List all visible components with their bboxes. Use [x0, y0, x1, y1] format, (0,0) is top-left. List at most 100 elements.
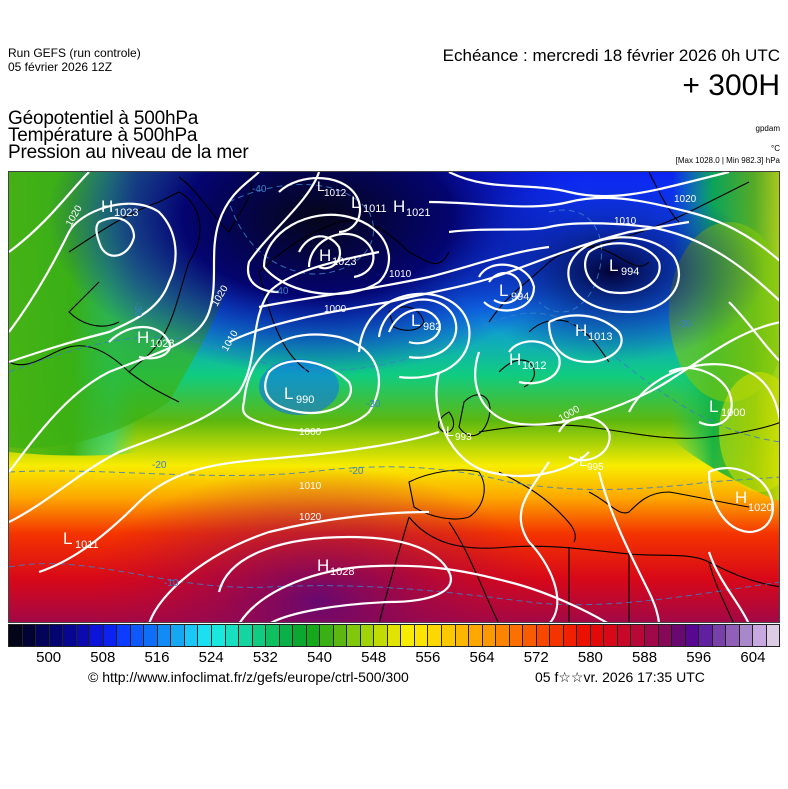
title-pressure: Pression au niveau de la mer	[8, 142, 249, 163]
map-titles: Géopotentiel à 500hPa Température à 500h…	[8, 109, 249, 163]
svg-text:L: L	[609, 256, 618, 275]
colorbar-cell	[144, 625, 158, 646]
pressure-center-l995: L 995	[579, 453, 604, 473]
unit-pressure-range: [Max 1028.0 | Min 982.3] hPa	[675, 156, 780, 165]
svg-text:L: L	[709, 397, 718, 416]
colorbar-cell	[631, 625, 645, 646]
colorbar-cell	[306, 625, 321, 646]
colorbar	[8, 624, 780, 647]
colorbar-cell	[672, 625, 686, 646]
svg-text:1023: 1023	[332, 256, 356, 268]
colorbar-cell	[496, 625, 510, 646]
pressure-center-h1023-west: H 1023	[101, 197, 138, 219]
svg-text:-20: -20	[152, 460, 167, 471]
svg-text:1000: 1000	[721, 407, 745, 419]
svg-text:1010: 1010	[299, 481, 322, 492]
pressure-centers: H 1023 H 1028 L 1012 L 1011 H 1021 H 1023 L 982…	[63, 178, 772, 578]
colorbar-cell	[590, 625, 605, 646]
colorbar-cell	[739, 625, 754, 646]
svg-text:L: L	[499, 281, 508, 300]
colorbar-cell	[753, 625, 767, 646]
colorbar-cell	[685, 625, 700, 646]
lead-time: + 300H	[682, 69, 780, 102]
colorbar-tick-label: 548	[361, 649, 387, 666]
colorbar-cell	[482, 625, 497, 646]
pressure-center-h1012: H 1012	[509, 350, 546, 372]
colorbar-cell	[320, 625, 334, 646]
run-date: 05 février 2026 12Z	[8, 60, 113, 74]
colorbar-cell	[36, 625, 50, 646]
colorbar-cell	[604, 625, 618, 646]
run-info: Run GEFS (run controle) 05 février 2026 …	[8, 46, 141, 74]
colorbar-cell	[726, 625, 740, 646]
colorbar-cell	[171, 625, 185, 646]
svg-text:H: H	[317, 556, 329, 575]
colorbar-cell	[225, 625, 240, 646]
weather-map[interactable]: 1020 1020 1010 1010 1000 1000 1010 1020 …	[8, 171, 780, 623]
coastlines	[9, 172, 779, 622]
colorbar-cell	[401, 625, 415, 646]
svg-text:1021: 1021	[406, 207, 430, 219]
svg-text:1011: 1011	[75, 539, 99, 551]
svg-text:990: 990	[296, 394, 314, 406]
pressure-center-l994-norway: L 994	[499, 281, 529, 303]
colorbar-cell	[279, 625, 294, 646]
colorbar-cell	[455, 625, 470, 646]
colorbar-cell	[712, 625, 727, 646]
svg-text:1020: 1020	[674, 194, 697, 205]
colorbar-cell	[211, 625, 226, 646]
colorbar-tick-label: 580	[577, 649, 603, 666]
svg-text:L: L	[579, 453, 587, 469]
svg-text:1013: 1013	[588, 331, 612, 343]
svg-text:-40: -40	[252, 184, 267, 195]
colorbar-cell	[699, 625, 713, 646]
colorbar-tick-label: 500	[36, 649, 62, 666]
colorbar-cell	[252, 625, 267, 646]
svg-text:-20: -20	[349, 466, 364, 477]
colorbar-cell	[509, 625, 524, 646]
colorbar-cell	[333, 625, 348, 646]
pressure-center-l1000: L 1000	[709, 397, 745, 419]
colorbar-cell	[239, 625, 253, 646]
colorbar-cell	[49, 625, 64, 646]
colorbar-cell	[103, 625, 118, 646]
pressure-center-h1028-west: H 1028	[137, 328, 174, 350]
copyright-url[interactable]: © http://www.infoclimat.fr/z/gefs/europe…	[88, 669, 409, 685]
svg-text:1000: 1000	[299, 427, 322, 438]
colorbar-tick-label: 596	[686, 649, 712, 666]
colorbar-cell	[360, 625, 375, 646]
svg-text:995: 995	[587, 462, 604, 473]
svg-text:-30: -30	[366, 399, 381, 410]
svg-text:H: H	[575, 321, 587, 340]
svg-text:L: L	[411, 311, 420, 330]
isobars	[9, 172, 779, 622]
pressure-center-l993: L 993	[446, 423, 472, 443]
colorbar-cell	[130, 625, 145, 646]
colorbar-cell	[9, 625, 23, 646]
pressure-center-l1011: L 1011	[351, 193, 387, 215]
svg-text:H: H	[137, 328, 149, 347]
colorbar-cell	[117, 625, 131, 646]
colorbar-cell	[644, 625, 659, 646]
colorbar-tick-label: 556	[415, 649, 441, 666]
colorbar-cell	[293, 625, 307, 646]
svg-text:1000: 1000	[324, 304, 347, 315]
colorbar-cell	[536, 625, 551, 646]
svg-text:1011: 1011	[363, 203, 387, 215]
colorbar-cell	[766, 625, 780, 646]
unit-temperature: °C	[771, 144, 780, 153]
svg-text:L: L	[351, 193, 360, 212]
isotherm-labels: -40 -40 -30 -30 -30 -20 -20 -10	[132, 184, 692, 589]
isotherms	[9, 184, 779, 606]
colorbar-cell	[658, 625, 673, 646]
valid-time: Echéance : mercredi 18 février 2026 0h U…	[442, 46, 780, 65]
svg-text:1020: 1020	[748, 502, 772, 514]
colorbar-cell	[347, 625, 361, 646]
pressure-center-l982: L 982	[411, 311, 441, 333]
svg-text:-40: -40	[274, 286, 289, 297]
colorbar-cell	[90, 625, 104, 646]
svg-text:H: H	[101, 197, 113, 216]
colorbar-cell	[157, 625, 172, 646]
colorbar-cell	[266, 625, 280, 646]
